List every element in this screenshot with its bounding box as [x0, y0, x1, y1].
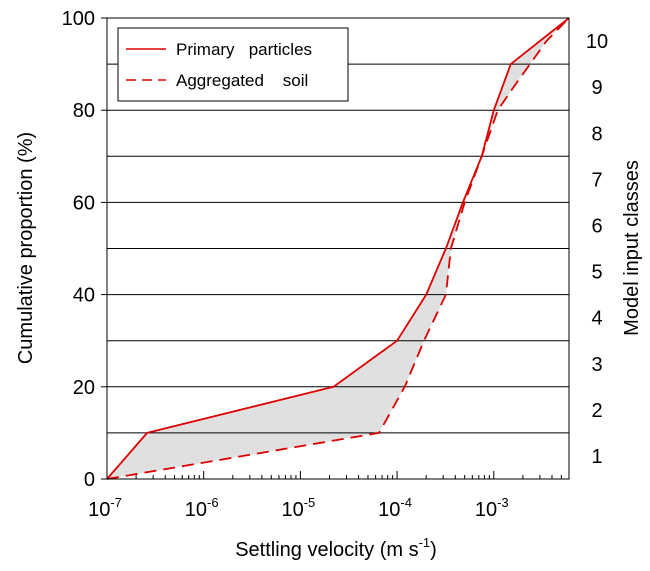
y2-axis-ticks: 1 2 3 4 5 6 7 8 9 10 [586, 31, 608, 468]
legend: Primary particles Aggregated soil [117, 27, 349, 102]
x-tick-label: 10-5 [281, 495, 315, 521]
grid-lines [107, 63, 569, 434]
y2-tick-label: 10 [586, 31, 608, 53]
x-tick-label: 10-6 [185, 495, 219, 521]
series-lines [106, 17, 570, 480]
y-tick-label: 20 [73, 377, 95, 399]
y2-tick-label: 2 [591, 400, 602, 422]
x-axis-title: Settling velocity (m s-1) [235, 535, 437, 561]
x-tick-label: 10-3 [475, 495, 509, 521]
y2-tick-label: 6 [591, 215, 602, 237]
y2-tick-label: 1 [591, 446, 602, 468]
y2-tick-label: 5 [591, 262, 602, 284]
x-tick-label: 10-7 [88, 495, 122, 521]
y-tick-label: 80 [73, 100, 95, 122]
y-axis-title: Cumulative proportion (%) [15, 132, 37, 364]
y2-tick-label: 3 [591, 354, 602, 376]
y2-tick-label: 9 [591, 77, 602, 99]
legend-box [117, 27, 349, 102]
y-tick-label: 40 [73, 285, 95, 307]
y2-tick-label: 4 [591, 308, 602, 330]
plot-frame [106, 17, 570, 480]
series-aggregated-line [106, 17, 570, 480]
y-tick-label: 100 [62, 8, 95, 30]
y-axis-ticks: 0 20 40 60 80 100 [62, 8, 107, 491]
legend-aggregated-label: Aggregated soil [176, 71, 308, 90]
series-primary-line [106, 17, 570, 480]
y2-axis-title: Model input classes [621, 160, 643, 336]
y2-tick-label: 7 [591, 169, 602, 191]
y2-tick-label: 8 [591, 123, 602, 145]
x-tick-label: 10-4 [378, 495, 412, 521]
legend-primary-label: Primary particles [176, 40, 312, 59]
x-axis-ticks: 10-7 10-6 10-5 10-4 10-3 [88, 471, 570, 521]
y-tick-label: 60 [73, 192, 95, 214]
y-tick-label: 0 [84, 469, 95, 491]
